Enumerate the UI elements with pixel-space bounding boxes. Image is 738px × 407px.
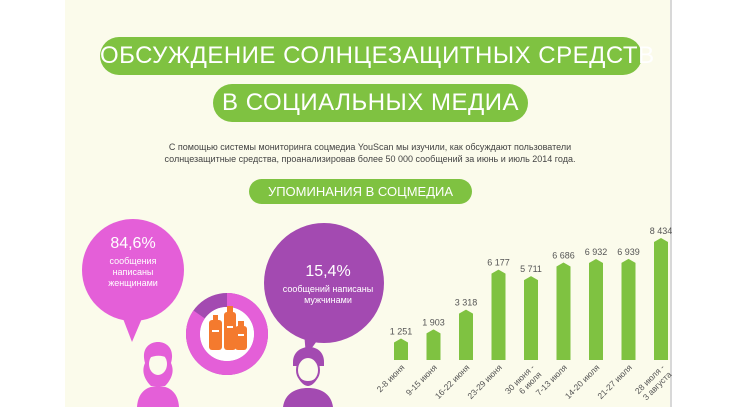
sunscreen-products-icon — [209, 306, 247, 350]
category-label: 23-29 июня — [465, 362, 504, 401]
bar-value-label: 3 318 — [455, 298, 478, 308]
bar — [589, 259, 603, 360]
male-caption-line: сообщений написаны — [282, 284, 374, 294]
female-caption-line: написаны — [112, 267, 154, 277]
bar — [556, 262, 571, 360]
bar — [524, 276, 538, 360]
title-line-1: ОБСУЖДЕНИЕ СОЛНЦЕЗАЩИТНЫХ СРЕДСТВ — [100, 37, 654, 75]
bar-value-label: 1 251 — [390, 326, 413, 336]
donut-female-arc — [186, 293, 268, 375]
share-donut — [186, 293, 268, 375]
female-caption-line: сообщения — [109, 256, 157, 266]
male-bubble-circle — [264, 223, 384, 343]
category-label: 30 июня -6 июля — [503, 362, 544, 403]
category-label: 21-27 июля — [595, 362, 634, 401]
category-label: 28 июля -3 августа — [633, 362, 674, 403]
male-caption-line: мужчинами — [304, 295, 352, 305]
category-label: 2-8 июня — [375, 362, 407, 394]
female-bubble-tail — [122, 316, 143, 342]
bar-value-label: 6 686 — [552, 250, 575, 260]
female-bubble-circle — [82, 219, 184, 321]
male-caption: сообщений написаны мужчинами — [268, 284, 388, 306]
female-caption-line: женщинами — [108, 278, 158, 288]
section-label: УПОМИНАНИЯ В СОЦМЕДИА — [249, 179, 472, 204]
description: С помощью системы мониторинга соцмедиа Y… — [140, 141, 600, 165]
bar-value-label: 6 177 — [487, 258, 510, 268]
female-bubble — [82, 219, 184, 342]
man-avatar-icon — [283, 347, 333, 407]
bar — [654, 238, 668, 360]
description-line-1: С помощью системы мониторинга соцмедиа Y… — [168, 142, 572, 152]
female-caption: сообщения написаны женщинами — [88, 256, 178, 289]
description-line-2: солнцезащитные средства, проанализировав… — [164, 154, 576, 164]
bar-value-label: 1 903 — [422, 317, 445, 327]
panel-edge — [670, 0, 672, 407]
bar-value-label: 5 711 — [520, 264, 542, 274]
male-percent: 15,4% — [305, 263, 351, 280]
woman-avatar-icon — [137, 342, 179, 407]
bar — [459, 309, 473, 360]
bar-value-label: 6 932 — [585, 247, 608, 257]
bar — [621, 258, 636, 360]
bar-value-label: 6 939 — [617, 247, 640, 257]
bar — [394, 338, 408, 360]
female-percent: 84,6% — [110, 235, 156, 252]
bar — [491, 269, 506, 360]
bar — [426, 329, 441, 360]
bar-value-label: 8 434 — [650, 226, 673, 236]
title-line-2: В СОЦИАЛЬНЫХ МЕДИА — [213, 84, 528, 122]
